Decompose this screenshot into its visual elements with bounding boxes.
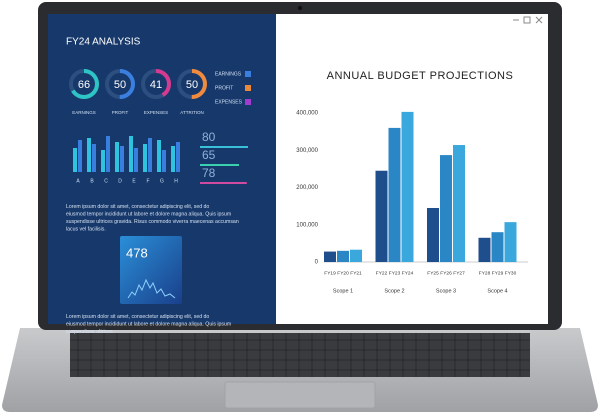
bar [337,250,349,262]
meter-value: 65 [202,148,216,162]
meter-value: 78 [202,166,216,180]
keys [70,333,530,377]
mini-bar [148,138,152,172]
legend-label: PROFIT [215,85,233,91]
meter-value: 80 [202,130,216,144]
mini-bar [162,150,166,172]
gauge-label: PROFIT [112,110,129,115]
legend-swatch [245,99,251,105]
paragraph: Lorem ipsum dolor sit amet, consectetur … [66,204,239,233]
gauge-label: EARNINGS [72,110,96,115]
dashboard-title: FY24 ANALYSIS [66,37,141,48]
x-tick-label: FY25 [427,270,439,276]
bar [427,207,439,262]
x-tick-label: FY26 [440,270,452,276]
gauge-arc [141,69,171,99]
gauge-value: 41 [150,79,162,91]
group-label: Scope 1 [333,288,353,294]
bar [491,232,504,262]
x-tick-label: FY23 [389,270,401,276]
mini-x-label: B [90,178,94,184]
bar [401,111,414,262]
mini-x-label: D [118,178,122,184]
mini-bar [101,150,105,172]
chart-title: ANNUAL BUDGET PROJECTIONS [327,70,514,82]
gauge-value: 50 [186,79,198,91]
legend-label: EARNINGS [215,71,242,77]
mini-bar [87,138,91,172]
y-tick-label: 100,000 [296,222,318,228]
bar [324,251,336,262]
gauge-arc [69,69,99,99]
mini-bar [143,144,147,172]
score-value: 478 [126,245,148,260]
mini-x-label: C [104,178,108,184]
bar [478,237,491,262]
x-tick-label: FY21 [350,270,362,276]
x-tick-label: FY28 [479,270,491,276]
gauge-arc [105,69,135,99]
bar [453,145,465,262]
mini-bar [171,146,175,172]
bar [388,127,401,263]
x-tick-label: FY27 [453,270,465,276]
x-tick-label: FY24 [402,270,414,276]
paragraph: Lorem ipsum dolor sit amet, consectetur … [66,314,231,335]
x-tick-label: FY20 [337,270,349,276]
x-tick-label: FY30 [505,270,517,276]
sparkline [127,278,176,299]
mini-x-label: A [76,178,80,184]
x-tick-label: FY29 [492,270,504,276]
y-tick-label: 300,000 [296,148,318,154]
touchpad [224,381,376,409]
bar [504,222,517,262]
maximize-button[interactable] [523,16,531,24]
bar [440,155,452,262]
bar [375,170,388,262]
camera [297,5,303,11]
legend-swatch [245,85,251,91]
mini-x-label: G [160,178,164,184]
mini-bar [129,136,133,172]
mini-bar [134,148,138,172]
gauge-label: ATTRITION [180,110,203,115]
mini-bar [157,140,161,172]
mini-bar [92,144,96,172]
gauge-label: EXPENSES [144,110,168,115]
x-tick-label: FY22 [376,270,388,276]
mini-bar [115,142,119,172]
y-tick-label: 0 [315,260,319,266]
mini-bar [176,142,180,172]
gauge-arc [177,69,207,99]
legend-swatch [245,71,251,77]
legend-label: EXPENSES [215,99,243,105]
gauge-value: 66 [78,79,90,91]
group-label: Scope 4 [487,288,507,294]
mini-bar [73,148,77,172]
group-label: Scope 2 [384,288,404,294]
group-label: Scope 3 [436,288,456,294]
y-tick-label: 400,000 [296,111,318,117]
bar [350,249,362,262]
mini-x-label: E [132,178,136,184]
mini-x-label: F [146,178,149,184]
mini-x-label: H [174,178,178,184]
gauge-value: 50 [114,79,126,91]
score-card [120,236,182,304]
mini-bar [78,140,82,172]
y-tick-label: 200,000 [296,185,318,191]
x-tick-label: FY19 [324,270,336,276]
close-button[interactable] [535,16,543,24]
mini-bar [106,136,110,172]
mini-bar [120,146,124,172]
